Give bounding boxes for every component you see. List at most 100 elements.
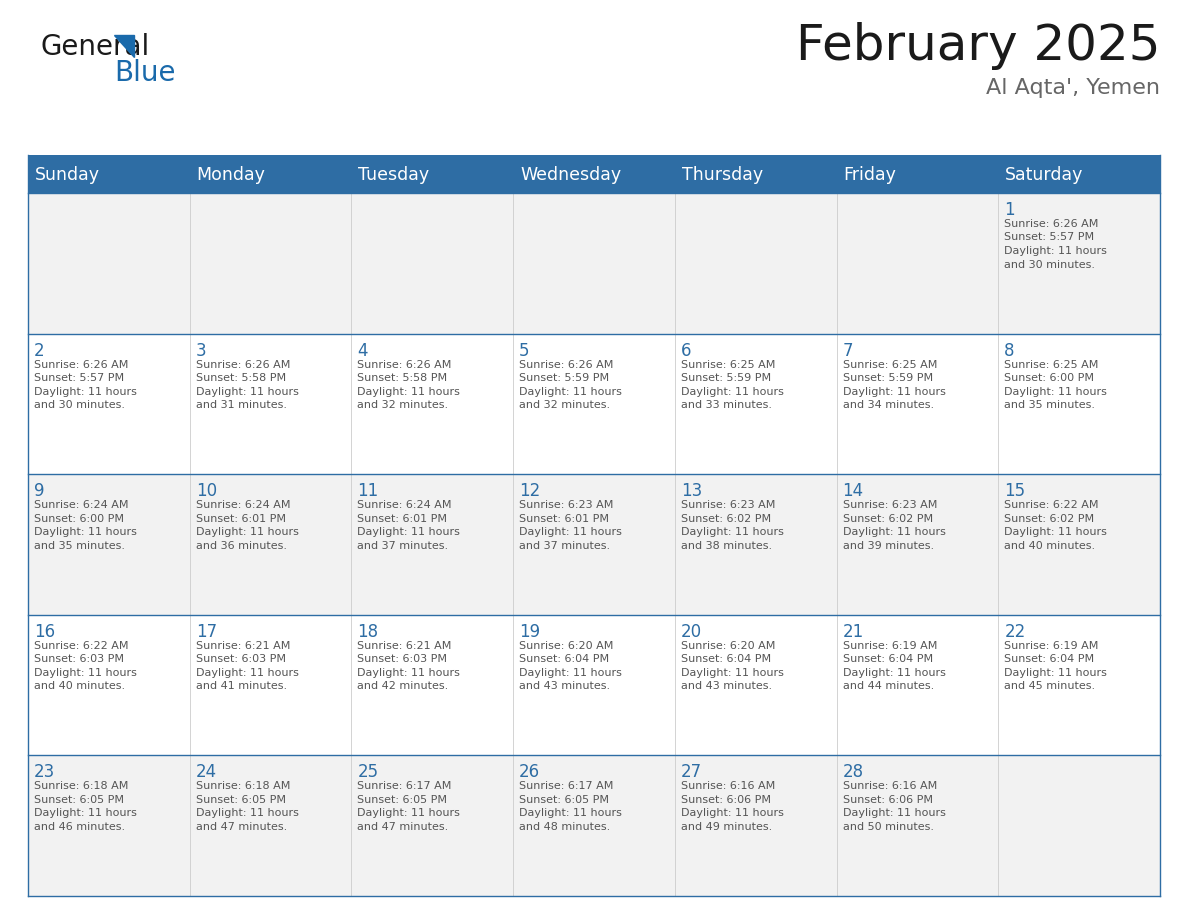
Text: Sunset: 5:57 PM: Sunset: 5:57 PM	[1004, 232, 1094, 242]
Text: 1: 1	[1004, 201, 1015, 219]
Text: Daylight: 11 hours: Daylight: 11 hours	[34, 809, 137, 819]
Text: Saturday: Saturday	[1005, 166, 1083, 184]
Text: Sunset: 6:01 PM: Sunset: 6:01 PM	[519, 514, 609, 523]
Text: and 30 minutes.: and 30 minutes.	[1004, 260, 1095, 270]
Text: and 34 minutes.: and 34 minutes.	[842, 400, 934, 410]
Text: 27: 27	[681, 764, 702, 781]
Text: Sunset: 6:06 PM: Sunset: 6:06 PM	[842, 795, 933, 805]
Text: Sunset: 5:57 PM: Sunset: 5:57 PM	[34, 373, 124, 383]
Text: Daylight: 11 hours: Daylight: 11 hours	[196, 386, 298, 397]
Text: and 37 minutes.: and 37 minutes.	[519, 541, 611, 551]
Text: 5: 5	[519, 341, 530, 360]
Text: Sunset: 5:59 PM: Sunset: 5:59 PM	[681, 373, 771, 383]
Text: Wednesday: Wednesday	[520, 166, 621, 184]
Bar	[29, 155, 1159, 193]
Text: Sunset: 6:04 PM: Sunset: 6:04 PM	[1004, 655, 1094, 665]
Text: 22: 22	[1004, 622, 1025, 641]
Text: 20: 20	[681, 622, 702, 641]
Bar	[29, 193, 1159, 333]
Text: 17: 17	[196, 622, 217, 641]
Text: and 42 minutes.: and 42 minutes.	[358, 681, 449, 691]
Text: Daylight: 11 hours: Daylight: 11 hours	[519, 667, 623, 677]
Text: Daylight: 11 hours: Daylight: 11 hours	[1004, 667, 1107, 677]
Text: Sunrise: 6:25 AM: Sunrise: 6:25 AM	[681, 360, 776, 370]
Polygon shape	[114, 35, 134, 57]
Bar	[29, 333, 1159, 475]
Text: Sunrise: 6:18 AM: Sunrise: 6:18 AM	[34, 781, 128, 791]
Text: General: General	[40, 33, 150, 61]
Bar	[29, 475, 1159, 615]
Text: Al Aqta', Yemen: Al Aqta', Yemen	[986, 78, 1159, 98]
Text: and 37 minutes.: and 37 minutes.	[358, 541, 449, 551]
Text: and 47 minutes.: and 47 minutes.	[358, 822, 449, 832]
Text: Thursday: Thursday	[682, 166, 763, 184]
Text: Daylight: 11 hours: Daylight: 11 hours	[519, 527, 623, 537]
Text: Monday: Monday	[197, 166, 266, 184]
Text: Daylight: 11 hours: Daylight: 11 hours	[681, 527, 784, 537]
Text: Daylight: 11 hours: Daylight: 11 hours	[681, 386, 784, 397]
Text: Sunset: 5:58 PM: Sunset: 5:58 PM	[358, 373, 448, 383]
Text: and 32 minutes.: and 32 minutes.	[358, 400, 449, 410]
Text: Daylight: 11 hours: Daylight: 11 hours	[196, 667, 298, 677]
Text: Sunrise: 6:19 AM: Sunrise: 6:19 AM	[842, 641, 937, 651]
Text: Sunrise: 6:25 AM: Sunrise: 6:25 AM	[1004, 360, 1099, 370]
Text: Sunrise: 6:16 AM: Sunrise: 6:16 AM	[842, 781, 937, 791]
Bar	[29, 615, 1159, 756]
Text: Sunrise: 6:26 AM: Sunrise: 6:26 AM	[1004, 219, 1099, 229]
Text: Sunrise: 6:22 AM: Sunrise: 6:22 AM	[34, 641, 128, 651]
Text: and 35 minutes.: and 35 minutes.	[1004, 400, 1095, 410]
Text: Daylight: 11 hours: Daylight: 11 hours	[358, 527, 460, 537]
Text: Sunrise: 6:26 AM: Sunrise: 6:26 AM	[34, 360, 128, 370]
Text: and 41 minutes.: and 41 minutes.	[196, 681, 286, 691]
Text: and 40 minutes.: and 40 minutes.	[1004, 541, 1095, 551]
Text: Sunset: 6:00 PM: Sunset: 6:00 PM	[34, 514, 124, 523]
Text: Sunrise: 6:23 AM: Sunrise: 6:23 AM	[681, 500, 776, 510]
Text: Sunset: 6:06 PM: Sunset: 6:06 PM	[681, 795, 771, 805]
Text: Sunset: 6:00 PM: Sunset: 6:00 PM	[1004, 373, 1094, 383]
Text: Daylight: 11 hours: Daylight: 11 hours	[1004, 246, 1107, 256]
Text: Sunset: 6:02 PM: Sunset: 6:02 PM	[842, 514, 933, 523]
Text: Sunset: 6:05 PM: Sunset: 6:05 PM	[34, 795, 124, 805]
Text: Sunrise: 6:23 AM: Sunrise: 6:23 AM	[842, 500, 937, 510]
Text: Sunset: 6:05 PM: Sunset: 6:05 PM	[196, 795, 286, 805]
Text: Daylight: 11 hours: Daylight: 11 hours	[842, 809, 946, 819]
Text: and 49 minutes.: and 49 minutes.	[681, 822, 772, 832]
Text: and 47 minutes.: and 47 minutes.	[196, 822, 287, 832]
Text: Daylight: 11 hours: Daylight: 11 hours	[1004, 386, 1107, 397]
Text: Sunset: 6:04 PM: Sunset: 6:04 PM	[519, 655, 609, 665]
Text: and 40 minutes.: and 40 minutes.	[34, 681, 125, 691]
Text: Sunset: 5:59 PM: Sunset: 5:59 PM	[842, 373, 933, 383]
Text: 21: 21	[842, 622, 864, 641]
Text: Sunrise: 6:26 AM: Sunrise: 6:26 AM	[358, 360, 451, 370]
Text: and 43 minutes.: and 43 minutes.	[681, 681, 772, 691]
Text: Daylight: 11 hours: Daylight: 11 hours	[842, 386, 946, 397]
Text: Sunset: 6:03 PM: Sunset: 6:03 PM	[196, 655, 286, 665]
Text: Sunrise: 6:24 AM: Sunrise: 6:24 AM	[34, 500, 128, 510]
Text: Sunrise: 6:16 AM: Sunrise: 6:16 AM	[681, 781, 775, 791]
Text: and 44 minutes.: and 44 minutes.	[842, 681, 934, 691]
Text: Sunset: 6:05 PM: Sunset: 6:05 PM	[519, 795, 609, 805]
Text: 24: 24	[196, 764, 217, 781]
Text: Daylight: 11 hours: Daylight: 11 hours	[842, 667, 946, 677]
Text: 8: 8	[1004, 341, 1015, 360]
Text: Friday: Friday	[843, 166, 897, 184]
Text: Sunset: 5:58 PM: Sunset: 5:58 PM	[196, 373, 286, 383]
Text: Sunrise: 6:21 AM: Sunrise: 6:21 AM	[358, 641, 451, 651]
Text: Sunrise: 6:17 AM: Sunrise: 6:17 AM	[519, 781, 613, 791]
Text: Blue: Blue	[114, 59, 176, 87]
Text: and 36 minutes.: and 36 minutes.	[196, 541, 286, 551]
Text: Daylight: 11 hours: Daylight: 11 hours	[519, 809, 623, 819]
Text: Daylight: 11 hours: Daylight: 11 hours	[34, 386, 137, 397]
Bar	[29, 756, 1159, 896]
Text: Sunrise: 6:19 AM: Sunrise: 6:19 AM	[1004, 641, 1099, 651]
Text: and 48 minutes.: and 48 minutes.	[519, 822, 611, 832]
Text: Daylight: 11 hours: Daylight: 11 hours	[358, 809, 460, 819]
Text: and 38 minutes.: and 38 minutes.	[681, 541, 772, 551]
Text: and 39 minutes.: and 39 minutes.	[842, 541, 934, 551]
Text: 9: 9	[34, 482, 44, 500]
Text: and 45 minutes.: and 45 minutes.	[1004, 681, 1095, 691]
Text: 12: 12	[519, 482, 541, 500]
Text: 26: 26	[519, 764, 541, 781]
Text: and 35 minutes.: and 35 minutes.	[34, 541, 125, 551]
Text: Sunrise: 6:22 AM: Sunrise: 6:22 AM	[1004, 500, 1099, 510]
